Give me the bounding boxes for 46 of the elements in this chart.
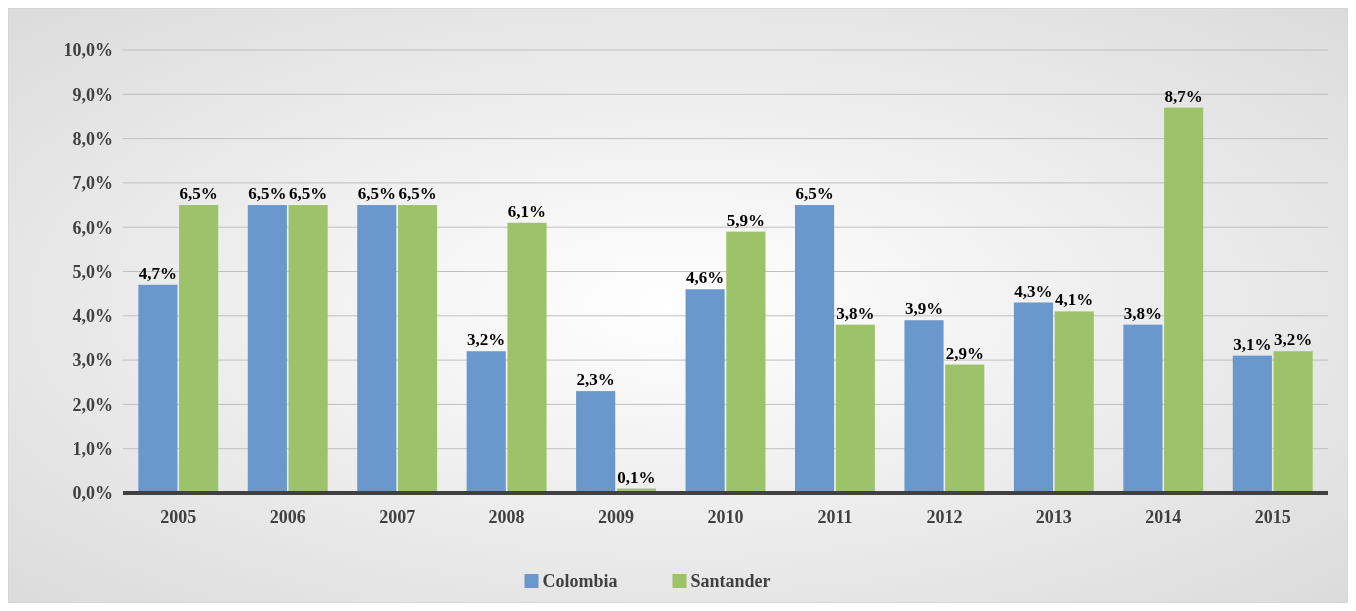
y-tick-label: 1,0% — [72, 439, 113, 459]
data-label: 6,5% — [179, 184, 218, 204]
data-label: 4,1% — [1055, 290, 1094, 310]
y-tick-label: 0,0% — [72, 483, 113, 504]
y-tick-label: 8,0% — [72, 128, 113, 149]
x-tick-label: 2009 — [598, 507, 635, 527]
y-tick-label: 10,0% — [63, 40, 113, 61]
y-tick-label: 2,0% — [72, 394, 113, 415]
data-label: 3,2% — [467, 330, 506, 350]
y-tick-label: 9,0% — [72, 84, 113, 105]
data-label: 0,1% — [617, 467, 656, 487]
y-tick-label: 4,0% — [72, 306, 113, 327]
data-label: 6,5% — [357, 184, 396, 204]
x-tick-label: 2008 — [488, 507, 525, 527]
x-tick-label: 2007 — [379, 507, 416, 527]
data-label: 5,9% — [726, 210, 766, 230]
x-tick-label: 2011 — [817, 507, 853, 527]
data-label: 6,5% — [288, 184, 328, 204]
data-label: 4,7% — [138, 263, 178, 283]
legend-label: Santander — [690, 571, 771, 592]
y-tick-label: 5,0% — [72, 261, 113, 282]
x-tick-label: 2005 — [160, 507, 197, 527]
y-tick-label: 6,0% — [72, 217, 113, 238]
x-tick-label: 2015 — [1254, 507, 1291, 527]
y-tick-label: 3,0% — [72, 350, 113, 371]
data-label: 3,9% — [904, 299, 944, 319]
x-tick-label: 2006 — [269, 507, 306, 527]
data-label: 6,5% — [795, 184, 834, 204]
x-tick-label: 2014 — [1145, 507, 1182, 527]
x-tick-label: 2012 — [926, 507, 963, 527]
y-tick-label: 7,0% — [72, 173, 113, 194]
data-label: 4,6% — [685, 268, 725, 288]
data-label: 6,5% — [398, 184, 437, 204]
data-label: 2,9% — [945, 343, 984, 363]
data-label: 3,8% — [836, 303, 875, 323]
data-label: 4,3% — [1014, 281, 1053, 301]
data-label: 3,2% — [1273, 330, 1313, 350]
legend-label: Colombia — [542, 571, 618, 592]
data-label: 3,1% — [1233, 334, 1272, 354]
data-label: 8,7% — [1164, 86, 1203, 106]
data-label: 6,1% — [507, 201, 547, 221]
data-label: 6,5% — [248, 184, 287, 204]
x-tick-label: 2010 — [707, 507, 744, 527]
x-tick-label: 2013 — [1035, 507, 1072, 527]
data-label: 3,8% — [1123, 303, 1163, 323]
data-label: 2,3% — [576, 370, 615, 390]
